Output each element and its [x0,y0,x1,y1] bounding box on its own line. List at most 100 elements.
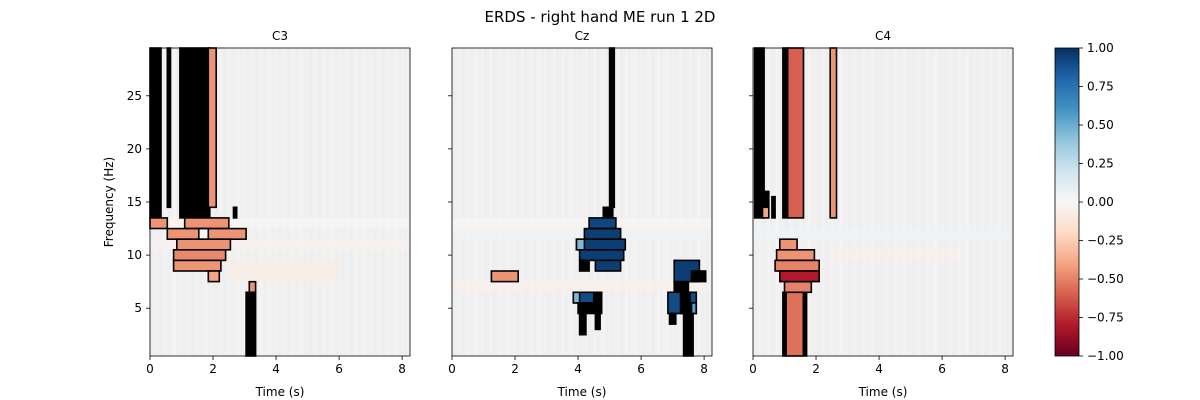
x-tick-label: 8 [398,362,406,376]
x-tick-label: 4 [875,362,883,376]
significant-cluster [575,238,586,251]
heatmap-column [943,48,947,356]
heatmap-column [636,48,641,356]
x-tick-label: 0 [749,362,757,376]
heatmap-column [998,48,1002,356]
heatmap-column [961,48,965,356]
x-tick-label: 2 [511,362,519,376]
y-tick-label: 20 [127,142,142,156]
heatmap-column [332,48,336,356]
heatmap-column [966,48,970,356]
heatmap-column [1010,48,1014,356]
significant-cluster [572,291,581,304]
heatmap-column [978,48,982,356]
heatmap-column [407,48,411,356]
heatmap-column [914,48,918,356]
heatmap-column [955,48,959,356]
heatmap-column [556,48,560,356]
heatmap-column [932,48,936,356]
x-tick-label: 6 [335,362,343,376]
heatmap-column [874,48,878,356]
heatmap-column [857,48,861,356]
heatmap-column [271,48,275,356]
x-axis-label: Time (s) [858,385,908,399]
significant-cluster [682,312,694,357]
heatmap-column [992,48,996,356]
heatmap-column [631,48,635,356]
heatmap-column [277,48,281,356]
heatmap-column [524,48,528,356]
x-tick-label: 6 [938,362,946,376]
significant-cluster [782,291,787,357]
heatmap-column [239,48,243,356]
heatmap-column [256,48,261,356]
heatmap-column [900,48,904,356]
heatmap-column [317,48,321,356]
heatmap-column [489,48,493,356]
significant-cluster [149,47,162,219]
significant-cluster [198,227,210,241]
heatmap-column [596,48,600,356]
heatmap-column [776,48,780,356]
heatmap-column [709,48,713,356]
heatmap-column [495,48,499,356]
heatmap-column [360,48,365,356]
heatmap-column [466,48,470,356]
heatmap-column [584,48,589,356]
x-tick-label: 6 [637,362,645,376]
heatmap-column [949,48,953,356]
heatmap-column [848,48,852,356]
significant-cluster [583,227,622,241]
heatmap-column [570,48,574,356]
heatmap-column [469,48,473,356]
significant-cluster [774,259,820,272]
heatmap-column [337,48,341,356]
heatmap-column [880,48,884,356]
heatmap-column [871,48,875,356]
heatmap-column [885,48,890,356]
heatmap-column [486,48,490,356]
heatmap-column [512,48,516,356]
heatmap-band [753,228,1013,240]
heatmap-column [288,48,292,356]
heatmap-column [518,48,522,356]
heatmap-column [582,48,586,356]
significant-cluster [172,259,222,272]
significant-cluster [245,291,257,357]
heatmap-column [483,48,487,356]
colorbar-tick-label: 0.25 [1087,157,1114,171]
heatmap-column [859,48,864,356]
heatmap-column [935,48,939,356]
heatmap-band [831,249,958,261]
heatmap-column [854,48,858,356]
heatmap-column [311,48,315,356]
heatmap-column [593,48,597,356]
heatmap-column [989,48,994,356]
heatmap-column [1001,48,1005,356]
heatmap-column [909,48,913,356]
heatmap-band [452,281,712,293]
heatmap-column [274,48,278,356]
heatmap-column [381,48,385,356]
heatmap-column [504,48,508,356]
heatmap-column [660,48,664,356]
heatmap-column [475,48,479,356]
heatmap-column [346,48,350,356]
colorbar-tick-label: 0.00 [1087,195,1114,209]
heatmap-column [969,48,973,356]
heatmap-column [457,48,461,356]
heatmap-column [822,48,826,356]
heatmap-column [176,48,180,356]
heatmap-column [248,48,252,356]
heatmap-column [1004,48,1008,356]
significant-cluster [673,280,690,294]
heatmap-column [590,48,594,356]
heatmap-column [706,48,710,356]
heatmap-column [579,48,583,356]
heatmap-column [839,48,843,356]
panel-c4: C4 0 2 4 6 8 Time (s) [749,29,1014,399]
heatmap-column [530,48,534,356]
significant-cluster [166,47,172,209]
colorbar-tick-label: −0.75 [1087,311,1124,325]
heatmap-column [680,48,684,356]
